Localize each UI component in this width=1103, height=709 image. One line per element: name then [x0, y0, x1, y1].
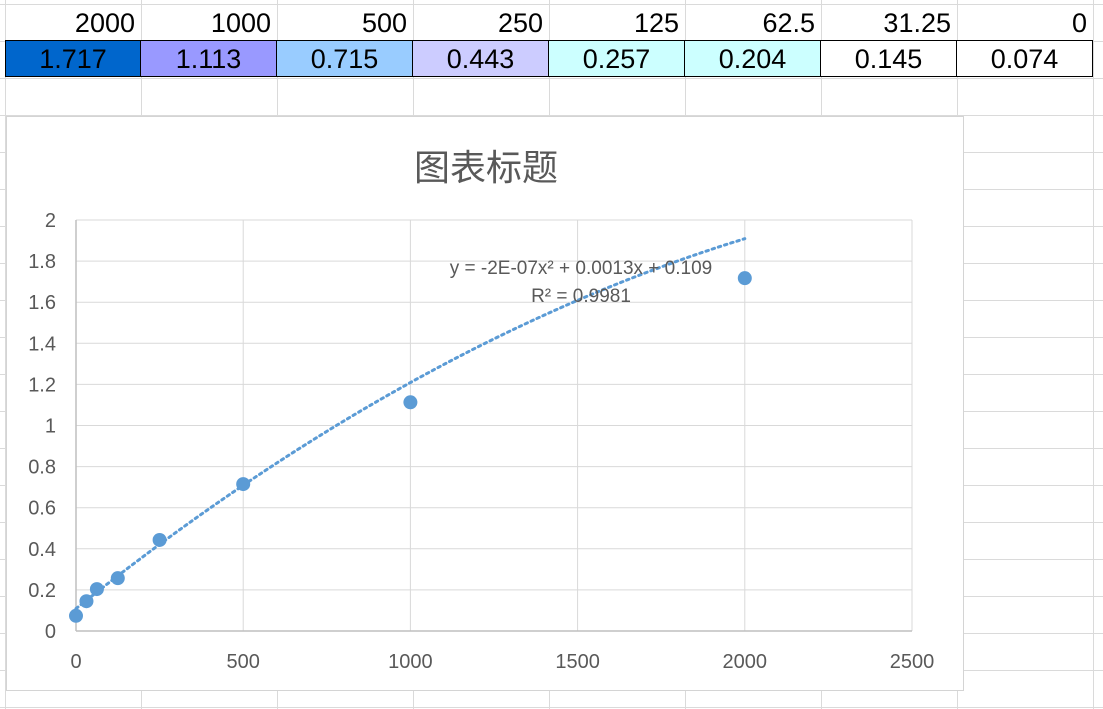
value-cell[interactable]: 0.145 — [821, 40, 957, 77]
y-tick-label: 2 — [45, 210, 56, 232]
y-tick-label: 1.4 — [28, 333, 56, 355]
x-tick-label: 0 — [70, 651, 81, 673]
x-tick-label: 2500 — [890, 651, 935, 673]
header-cell[interactable]: 0 — [1071, 8, 1087, 38]
header-cell[interactable]: 250 — [497, 8, 543, 38]
header-cell[interactable]: 500 — [361, 8, 407, 38]
header-cell[interactable]: 62.5 — [762, 8, 815, 38]
y-tick-label: 0.6 — [28, 498, 56, 520]
x-tick-label: 2000 — [723, 651, 768, 673]
header-cell[interactable]: 125 — [633, 8, 679, 38]
data-point — [69, 608, 83, 623]
y-tick-label: 1.8 — [28, 251, 56, 273]
y-tick-label: 0.4 — [28, 539, 56, 561]
value-cell[interactable]: 1.717 — [5, 40, 141, 77]
data-point — [403, 395, 418, 410]
data-point — [236, 477, 251, 492]
data-point — [737, 271, 752, 286]
value-row: 1.717 1.113 0.715 0.443 0.257 0.204 0.14… — [5, 40, 1093, 77]
data-point — [152, 532, 167, 547]
data-point — [89, 582, 104, 597]
value-cell[interactable]: 0.715 — [277, 40, 413, 77]
y-tick-label: 0 — [45, 621, 56, 643]
value-cell[interactable]: 0.204 — [685, 40, 821, 77]
x-tick-label: 1000 — [388, 651, 433, 673]
scatter-plot: 0 0.2 0.4 0.6 0.8 1 1.2 1.4 1.6 1.8 2 0 500 1000 1500 2… — [28, 210, 935, 673]
header-cell[interactable]: 1000 — [210, 8, 271, 38]
trendline — [74, 237, 747, 611]
y-tick-label: 1 — [45, 416, 56, 438]
data-point — [110, 571, 125, 586]
x-tick-label: 500 — [227, 651, 260, 673]
header-cell[interactable]: 2000 — [74, 8, 135, 38]
header-cell[interactable]: 31.25 — [883, 8, 951, 38]
value-cell[interactable]: 0.257 — [549, 40, 685, 77]
y-tick-label: 1.6 — [28, 292, 56, 314]
header-row: 2000 1000 500 250 125 62.5 31.25 0 — [5, 4, 1093, 40]
data-point — [79, 594, 94, 609]
chart-title[interactable]: 图表标题 — [413, 148, 558, 189]
value-cell[interactable]: 1.113 — [141, 40, 277, 77]
y-tick-label: 0.2 — [28, 580, 56, 602]
chart-area[interactable]: 图表标题 0 0.2 0.4 0.6 0.8 1 1.2 1.4 1.6 1.8 2 0 500 1000… — [6, 116, 964, 691]
value-cell[interactable]: 0.443 — [413, 40, 549, 77]
trendline-equation: y = -2E-07x² + 0.0013x + 0.109 — [450, 258, 712, 279]
trendline-r-squared: R² = 0.9981 — [531, 286, 631, 307]
value-cell[interactable]: 0.074 — [957, 40, 1093, 77]
x-tick-label: 1500 — [555, 651, 600, 673]
y-tick-label: 1.2 — [28, 374, 56, 396]
y-tick-label: 0.8 — [28, 457, 56, 479]
